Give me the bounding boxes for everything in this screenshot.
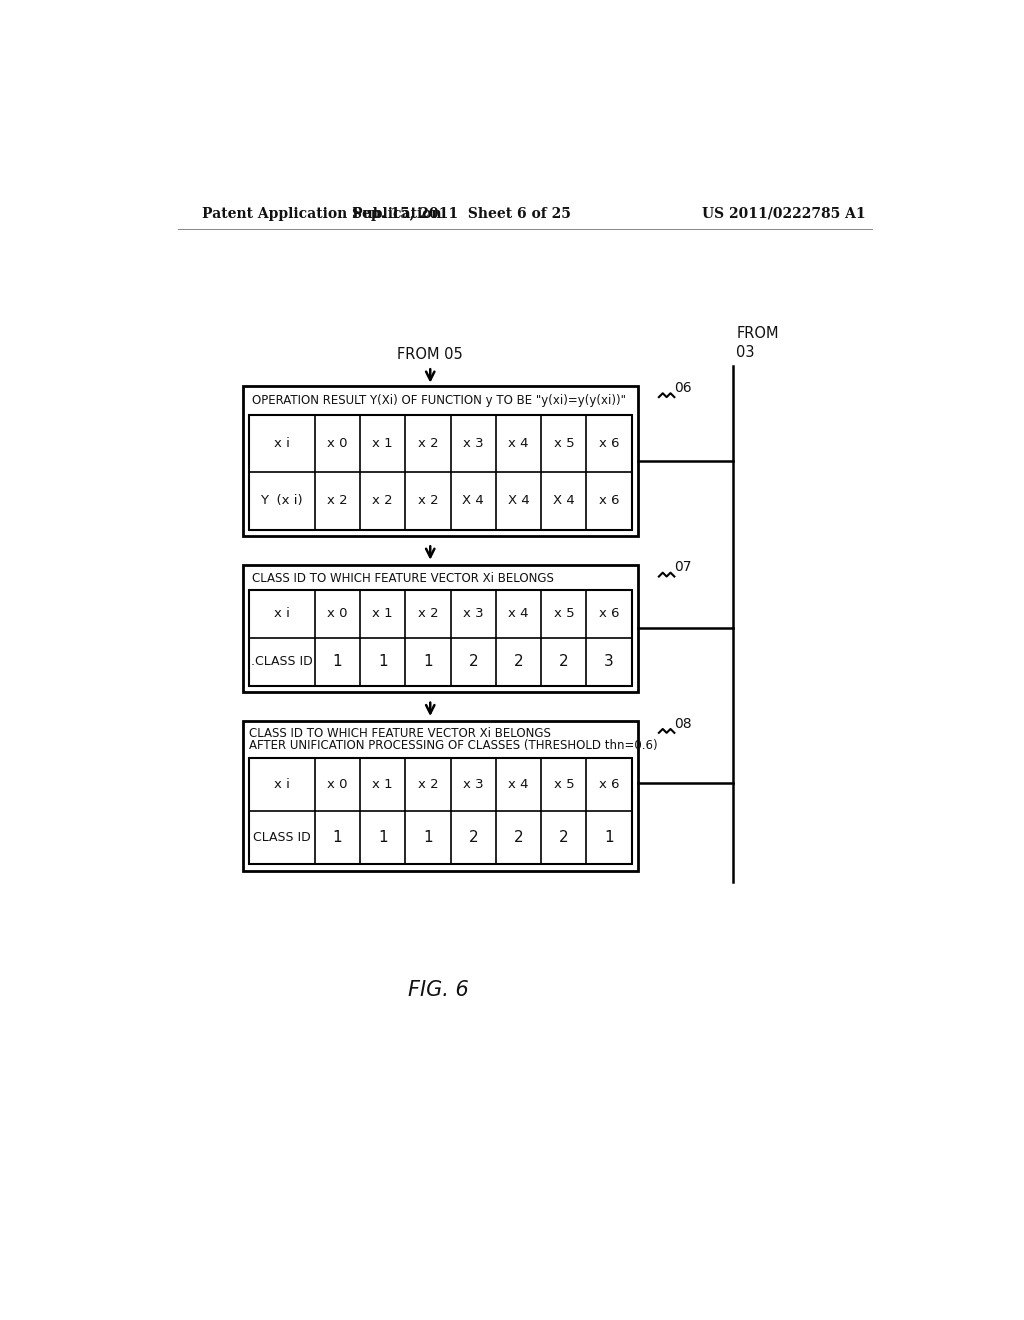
Text: X 4: X 4 bbox=[508, 495, 529, 507]
Text: CLASS ID: CLASS ID bbox=[253, 830, 310, 843]
Text: x 3: x 3 bbox=[463, 777, 483, 791]
Text: x 2: x 2 bbox=[373, 495, 393, 507]
Text: FROM 05: FROM 05 bbox=[397, 347, 463, 362]
Text: 2: 2 bbox=[468, 655, 478, 669]
Text: 1: 1 bbox=[423, 655, 433, 669]
Text: X 4: X 4 bbox=[553, 495, 574, 507]
Text: .CLASS ID: .CLASS ID bbox=[251, 655, 312, 668]
Text: 2: 2 bbox=[559, 655, 568, 669]
Text: FROM
03: FROM 03 bbox=[736, 326, 779, 360]
Text: x 3: x 3 bbox=[463, 607, 483, 620]
Text: x i: x i bbox=[273, 607, 290, 620]
Text: 3: 3 bbox=[604, 655, 614, 669]
Text: x 6: x 6 bbox=[599, 777, 620, 791]
Text: 2: 2 bbox=[468, 830, 478, 845]
Text: x 6: x 6 bbox=[599, 607, 620, 620]
Text: 2: 2 bbox=[514, 830, 523, 845]
Text: x 0: x 0 bbox=[327, 607, 348, 620]
Text: x 1: x 1 bbox=[373, 437, 393, 450]
Text: 1: 1 bbox=[604, 830, 614, 845]
Text: Patent Application Publication: Patent Application Publication bbox=[202, 207, 441, 220]
Text: x 4: x 4 bbox=[508, 437, 528, 450]
Text: x 6: x 6 bbox=[599, 495, 620, 507]
Text: 1: 1 bbox=[333, 830, 342, 845]
Text: 07: 07 bbox=[675, 560, 692, 574]
Text: x 2: x 2 bbox=[418, 607, 438, 620]
Text: 1: 1 bbox=[378, 830, 387, 845]
Bar bbox=[249, 590, 632, 686]
Text: x 3: x 3 bbox=[463, 437, 483, 450]
Text: x 5: x 5 bbox=[554, 777, 574, 791]
Text: x 6: x 6 bbox=[599, 437, 620, 450]
Text: US 2011/0222785 A1: US 2011/0222785 A1 bbox=[701, 207, 865, 220]
Text: x 2: x 2 bbox=[418, 777, 438, 791]
Text: 2: 2 bbox=[559, 830, 568, 845]
Bar bbox=[243, 565, 638, 692]
Text: x 0: x 0 bbox=[327, 437, 348, 450]
Text: x 4: x 4 bbox=[508, 777, 528, 791]
Text: x 5: x 5 bbox=[554, 607, 574, 620]
Text: x i: x i bbox=[273, 437, 290, 450]
Bar bbox=[243, 385, 638, 536]
Text: Sep. 15, 2011  Sheet 6 of 25: Sep. 15, 2011 Sheet 6 of 25 bbox=[352, 207, 570, 220]
Text: AFTER UNIFICATION PROCESSING OF CLASSES (THRESHOLD thn=0.6): AFTER UNIFICATION PROCESSING OF CLASSES … bbox=[249, 739, 657, 752]
Text: CLASS ID TO WHICH FEATURE VECTOR Xi BELONGS: CLASS ID TO WHICH FEATURE VECTOR Xi BELO… bbox=[249, 727, 551, 741]
Text: 06: 06 bbox=[675, 381, 692, 395]
Text: x 4: x 4 bbox=[508, 607, 528, 620]
Text: 1: 1 bbox=[423, 830, 433, 845]
Text: x 2: x 2 bbox=[418, 437, 438, 450]
Text: 2: 2 bbox=[514, 655, 523, 669]
Bar bbox=[249, 414, 632, 529]
Text: x 0: x 0 bbox=[327, 777, 348, 791]
Text: FIG. 6: FIG. 6 bbox=[408, 979, 468, 1001]
Text: Y  (x i): Y (x i) bbox=[260, 495, 303, 507]
Text: OPERATION RESULT Y(Xi) OF FUNCTION y TO BE "y(xi)=y(y(xi))": OPERATION RESULT Y(Xi) OF FUNCTION y TO … bbox=[252, 395, 626, 408]
Text: x 2: x 2 bbox=[327, 495, 348, 507]
Bar bbox=[243, 721, 638, 871]
Text: x 1: x 1 bbox=[373, 777, 393, 791]
Text: 1: 1 bbox=[333, 655, 342, 669]
Text: 1: 1 bbox=[378, 655, 387, 669]
Text: x 2: x 2 bbox=[418, 495, 438, 507]
Text: x i: x i bbox=[273, 777, 290, 791]
Text: CLASS ID TO WHICH FEATURE VECTOR Xi BELONGS: CLASS ID TO WHICH FEATURE VECTOR Xi BELO… bbox=[252, 573, 554, 585]
Text: 08: 08 bbox=[675, 717, 692, 730]
Bar bbox=[249, 758, 632, 863]
Text: x 5: x 5 bbox=[554, 437, 574, 450]
Text: x 1: x 1 bbox=[373, 607, 393, 620]
Text: X 4: X 4 bbox=[463, 495, 484, 507]
